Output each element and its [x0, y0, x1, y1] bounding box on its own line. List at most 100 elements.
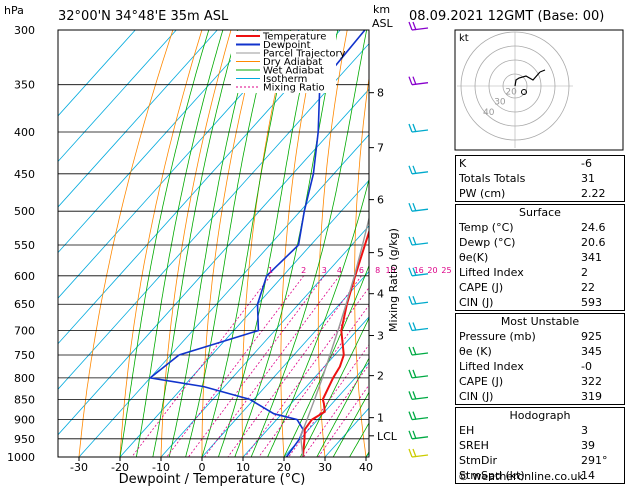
indices-label: K: [459, 157, 467, 170]
wind-barb: [408, 76, 429, 86]
site-credit: © weatheronline.co.uk: [458, 470, 584, 483]
surface-label: CIN (J): [459, 296, 494, 309]
indices-label: Totals Totals: [459, 172, 526, 185]
isotherm-line: [58, 30, 177, 163]
km-tick-label: 6: [377, 194, 384, 207]
mixing-ratio-line: [227, 275, 362, 457]
mixing-ratio-label: 4: [337, 266, 342, 275]
isotherm-line: [58, 30, 136, 117]
most-unstable-value: 319: [581, 390, 602, 403]
most-unstable-title: Most Unstable: [500, 315, 580, 328]
isotherm-line: [58, 30, 259, 254]
legend-entry: Parcel Trajectory: [263, 49, 346, 60]
isotherm-line: [283, 361, 369, 457]
hodograph-table-row: StmSpd (kt) 14: [459, 468, 621, 483]
hodograph-table-label: EH: [459, 424, 475, 437]
most-unstable-row: Pressure (mb) 925: [459, 329, 621, 344]
wind-barb: [408, 165, 429, 175]
most-unstable-row: CAPE (J) 322: [459, 374, 621, 389]
km-tick-label: LCL: [377, 430, 398, 443]
surface-label: CAPE (J): [459, 281, 504, 294]
hodograph-ring-label: 30: [494, 98, 506, 108]
km-tick-label: 8: [377, 87, 384, 100]
hodograph-ring-label: 40: [483, 108, 495, 118]
wind-barb: [408, 391, 429, 401]
indices-table: K -6 Totals Totals 31 PW (cm) 2.22 Surface Te…: [455, 155, 625, 484]
wet-adiabat-line: [168, 30, 255, 457]
wet-adiabat-line: [136, 30, 224, 457]
indices-row: PW (cm) 2.22: [459, 186, 621, 201]
pressure-tick-label: 450: [14, 168, 35, 181]
x-tick-label: 40: [359, 461, 373, 474]
hpa-label: hPa: [4, 4, 24, 17]
x-tick-label: 30: [318, 461, 332, 474]
hodograph-table-row: StmDir 291°: [459, 453, 621, 468]
indices-value: 31: [581, 172, 595, 185]
pressure-tick-label: 600: [14, 270, 35, 283]
hodograph-table-value: 39: [581, 439, 595, 452]
km-tick-label: 7: [377, 142, 384, 155]
isotherm-line: [119, 179, 369, 457]
mixing-ratio-label: 25: [441, 266, 451, 275]
km-tick-label: 3: [377, 330, 384, 343]
x-tick-label: -10: [152, 461, 170, 474]
surface-label: Lifted Index: [459, 266, 524, 279]
mixing-ratio-label: 8: [375, 266, 380, 275]
pressure-tick-label: 800: [14, 372, 35, 385]
wind-barb: [408, 295, 429, 305]
wind-barb: [408, 236, 429, 246]
surface-row: CAPE (J) 22: [459, 280, 621, 295]
hodograph-table-value: 291°: [581, 454, 608, 467]
x-tick-label: -20: [111, 461, 129, 474]
wind-barb: [408, 448, 429, 458]
hodograph-table-title: Hodograph: [509, 409, 571, 422]
pressure-tick-label: 900: [14, 414, 35, 427]
mixing-ratio-label: 10: [385, 266, 395, 275]
mixing-ratio-axis-label: Mixing Ratio (g/kg): [387, 228, 400, 332]
isotherm-line: [201, 270, 369, 457]
most-unstable-label: θe (K): [459, 345, 492, 358]
surface-row: Lifted Index 2: [459, 265, 621, 280]
most-unstable-row: CIN (J) 319: [459, 389, 621, 404]
most-unstable-row: θe (K) 345: [459, 344, 621, 359]
most-unstable-value: -0: [581, 360, 592, 373]
most-unstable-label: CAPE (J): [459, 375, 504, 388]
x-tick-label: -30: [70, 461, 88, 474]
wet-adiabat-line: [250, 30, 367, 457]
isotherm-line: [78, 134, 369, 457]
most-unstable-label: Pressure (mb): [459, 330, 536, 343]
x-tick-label: 10: [236, 461, 250, 474]
legend-entry: Dewpoint: [263, 40, 311, 51]
mixing-ratio-line: [317, 384, 369, 457]
hodograph-trace: [514, 71, 541, 87]
wet-adiabat-line: [332, 391, 369, 457]
wet-adiabat-line: [316, 357, 369, 457]
hodograph-table-label: StmDir: [459, 454, 498, 467]
wind-barb: [408, 346, 429, 356]
wind-barb: [408, 411, 429, 421]
pressure-tick-label: 550: [14, 239, 35, 252]
hodograph-table-value: 3: [581, 424, 588, 437]
hodograph-ring-label: 20: [505, 88, 517, 98]
pressure-tick-label: 650: [14, 298, 35, 311]
most-unstable-value: 925: [581, 330, 602, 343]
hodograph-table-label: StmSpd (kt): [459, 469, 525, 482]
wet-adiabat-line: [201, 30, 292, 457]
isotherm-line: [242, 316, 369, 457]
dry-adiabat-line: [78, 30, 174, 457]
pressure-tick-label: 350: [14, 79, 35, 92]
surface-label: Temp (°C): [459, 221, 514, 234]
mixing-ratio-label: 6: [359, 266, 364, 275]
pressure-tick-label: 500: [14, 205, 35, 218]
pressure-tick-label: 300: [14, 24, 35, 37]
mixing-ratio-label: 3: [322, 266, 327, 275]
indices-value: 2.22: [581, 187, 606, 200]
legend-entry: Mixing Ratio: [263, 83, 325, 94]
surface-row: Dewp (°C) 20.6: [459, 235, 621, 250]
hodograph-table-label: SREH: [459, 439, 489, 452]
hodograph-unit-label: kt: [459, 33, 469, 44]
surface-label: θe(K): [459, 251, 489, 264]
x-axis-label: Dewpoint / Temperature (°C): [119, 472, 306, 486]
wind-barb: [408, 21, 429, 31]
